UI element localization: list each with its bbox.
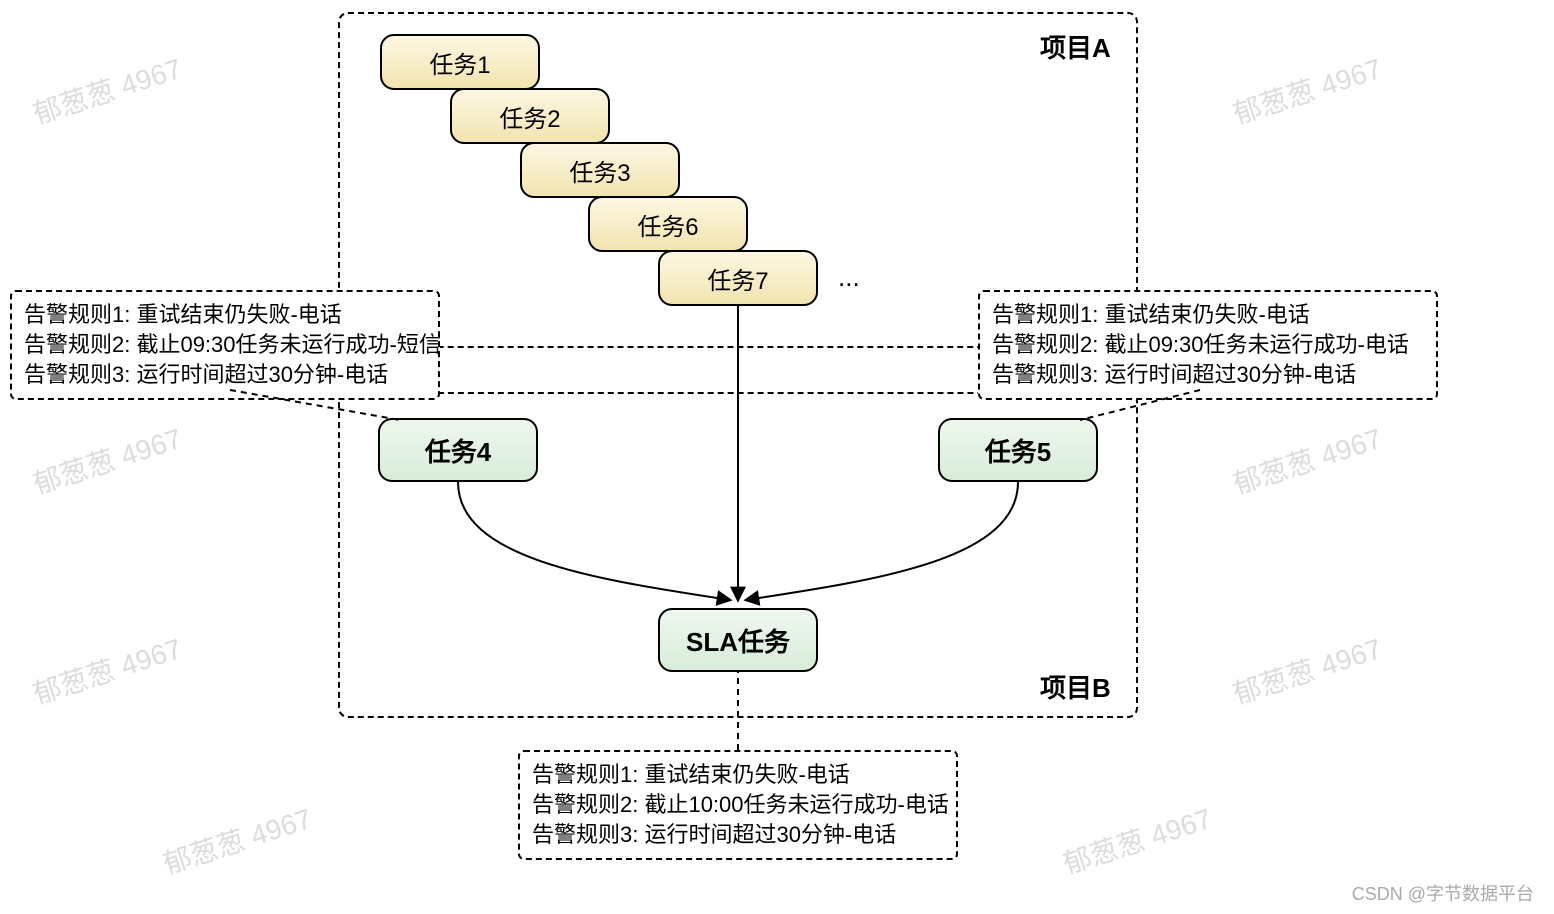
watermark: 郁葱葱 4967 (1228, 627, 1387, 713)
rule-line: 告警规则1: 重试结束仍失败-电话 (992, 300, 1424, 330)
task-label: 任务5 (985, 432, 1051, 469)
group-a-label: 项目A (1040, 28, 1111, 65)
task-label: 任务4 (425, 432, 491, 469)
task-node-2: 任务2 (450, 88, 610, 144)
diagram-canvas: 郁葱葱 4967 郁葱葱 4967 郁葱葱 4967 郁葱葱 4967 郁葱葱 … (0, 0, 1554, 914)
task-node-sla: SLA任务 (658, 608, 818, 672)
task-node-3: 任务3 (520, 142, 680, 198)
rules-box-bottom: 告警规则1: 重试结束仍失败-电话 告警规则2: 截止10:00任务未运行成功-… (518, 750, 958, 860)
watermark: 郁葱葱 4967 (28, 627, 187, 713)
rule-line: 告警规则2: 截止09:30任务未运行成功-短信 (24, 330, 426, 360)
task-node-6: 任务6 (588, 196, 748, 252)
task-label: SLA任务 (686, 622, 790, 659)
rules-box-left: 告警规则1: 重试结束仍失败-电话 告警规则2: 截止09:30任务未运行成功-… (10, 290, 440, 400)
watermark: 郁葱葱 4967 (28, 47, 187, 133)
rule-line: 告警规则2: 截止10:00任务未运行成功-电话 (532, 790, 944, 820)
group-b-label: 项目B (1040, 668, 1111, 705)
rule-line: 告警规则1: 重试结束仍失败-电话 (24, 300, 426, 330)
ellipsis: ... (838, 262, 860, 293)
watermark: 郁葱葱 4967 (28, 417, 187, 503)
rule-line: 告警规则3: 运行时间超过30分钟-电话 (24, 360, 426, 390)
task-label: 任务2 (499, 99, 560, 134)
rule-line: 告警规则1: 重试结束仍失败-电话 (532, 760, 944, 790)
watermark: 郁葱葱 4967 (1228, 417, 1387, 503)
task-node-5: 任务5 (938, 418, 1098, 482)
task-label: 任务7 (707, 261, 768, 296)
rule-line: 告警规则3: 运行时间超过30分钟-电话 (992, 360, 1424, 390)
task-label: 任务3 (569, 153, 630, 188)
watermark: 郁葱葱 4967 (1228, 47, 1387, 133)
task-label: 任务1 (429, 45, 490, 80)
watermark: 郁葱葱 4967 (1058, 797, 1217, 883)
task-node-4: 任务4 (378, 418, 538, 482)
footer-credit: CSDN @字节数据平台 (1352, 880, 1534, 906)
task-label: 任务6 (637, 207, 698, 242)
rules-box-right: 告警规则1: 重试结束仍失败-电话 告警规则2: 截止09:30任务未运行成功-… (978, 290, 1438, 400)
task-node-1: 任务1 (380, 34, 540, 90)
task-node-7: 任务7 (658, 250, 818, 306)
rule-line: 告警规则3: 运行时间超过30分钟-电话 (532, 820, 944, 850)
rule-line: 告警规则2: 截止09:30任务未运行成功-电话 (992, 330, 1424, 360)
watermark: 郁葱葱 4967 (158, 797, 317, 883)
